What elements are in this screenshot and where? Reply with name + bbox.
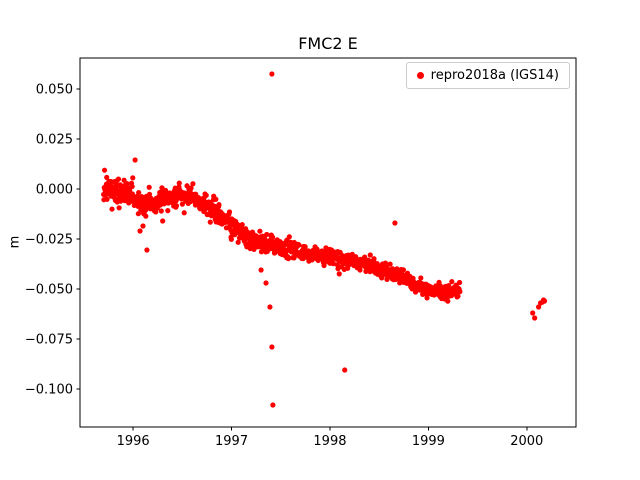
scatter-point	[418, 275, 424, 281]
scatter-point	[108, 178, 114, 185]
scatter-point	[132, 157, 138, 163]
legend-marker-dot	[416, 72, 424, 79]
scatter-point	[203, 192, 209, 198]
scatter-point	[144, 247, 150, 253]
scatter-point	[400, 267, 407, 273]
scatter-point	[270, 234, 276, 240]
scatter-point	[228, 236, 234, 242]
scatter-point	[130, 175, 136, 181]
scatter-point	[146, 184, 152, 190]
scatter-point	[190, 181, 196, 187]
scatter-point	[207, 219, 213, 225]
scatter-point	[143, 213, 149, 219]
y-tick-label: 0.000	[36, 183, 73, 198]
scatter-point	[146, 191, 153, 197]
scatter-point	[101, 167, 108, 173]
scatter-point	[530, 310, 536, 316]
scatter-point	[286, 234, 292, 240]
scatter-point	[445, 298, 451, 304]
scatter-point	[239, 222, 245, 228]
scatter-point	[257, 228, 263, 234]
scatter-point	[449, 279, 455, 285]
scatter-point	[362, 254, 368, 260]
scatter-point	[188, 185, 194, 191]
scatter-point	[116, 205, 122, 211]
scatter-point	[330, 261, 336, 267]
scatter-point	[179, 201, 185, 207]
scatter-point	[387, 261, 393, 267]
scatter-point	[357, 267, 363, 273]
scatter-point	[173, 203, 180, 209]
scatter-point	[270, 402, 276, 408]
y-axis-ticks: 0.050 0.025 0.000 −0.025 −0.050 −0.075 −0.100	[25, 83, 80, 398]
scatter-point	[267, 304, 273, 310]
scatter-point	[258, 267, 264, 273]
scatter-point	[455, 293, 461, 299]
legend: repro2018a (IGS14)	[405, 62, 570, 89]
x-tick-label: 1997	[215, 434, 248, 449]
scatter-point	[536, 304, 542, 310]
scatter-point	[302, 244, 308, 250]
y-tick-label: 0.025	[36, 133, 73, 148]
scatter-point	[541, 298, 548, 304]
scatter-point	[336, 271, 342, 277]
scatter-point	[264, 231, 270, 238]
scatter-point	[296, 242, 302, 248]
scatter-point	[135, 211, 141, 217]
scatter-point	[226, 209, 233, 215]
scatter-series	[101, 71, 548, 408]
scatter-point	[424, 295, 430, 301]
legend-label: repro2018a (IGS14)	[430, 68, 559, 83]
scatter-point	[104, 174, 110, 181]
scatter-point	[129, 183, 135, 190]
scatter-point	[456, 279, 463, 286]
scatter-point	[104, 196, 110, 202]
x-tick-label: 2000	[510, 434, 543, 449]
scatter-point	[181, 210, 187, 216]
scatter-point	[263, 280, 269, 286]
x-tick-label: 1999	[412, 434, 445, 449]
y-tick-label: −0.025	[25, 233, 73, 248]
scatter-point	[392, 220, 398, 226]
y-tick-label: −0.100	[25, 383, 73, 398]
scatter-point	[382, 260, 389, 266]
scatter-point	[165, 208, 171, 214]
scatter-point	[235, 239, 241, 245]
x-tick-label: 1996	[117, 434, 150, 449]
scatter-point	[213, 196, 219, 202]
scatter-point	[160, 218, 166, 224]
scatter-point	[115, 176, 122, 182]
scatter-point	[342, 367, 348, 373]
x-axis-ticks: 1996 1997 1998 1999 2000	[117, 427, 543, 449]
scatter-point	[269, 344, 275, 350]
scatter-point	[457, 289, 463, 295]
scatter-point	[269, 71, 275, 77]
x-tick-label: 1998	[313, 434, 346, 449]
scatter-point	[367, 252, 373, 258]
scatter-point	[137, 228, 143, 234]
scatter-point	[140, 223, 146, 229]
scatter-point	[158, 208, 164, 214]
y-tick-label: −0.050	[25, 283, 73, 298]
y-tick-label: −0.075	[25, 333, 73, 348]
scatter-point	[136, 189, 142, 196]
axes-frame	[79, 57, 577, 428]
chart-title: FMC2 E	[298, 34, 358, 53]
scatter-point	[532, 315, 538, 321]
y-tick-label: 0.050	[36, 83, 73, 98]
scatter-point	[216, 202, 222, 208]
scatter-point	[176, 180, 182, 186]
scatter-point	[285, 256, 292, 262]
scatter-point	[371, 256, 377, 262]
scatter-point	[109, 206, 115, 212]
